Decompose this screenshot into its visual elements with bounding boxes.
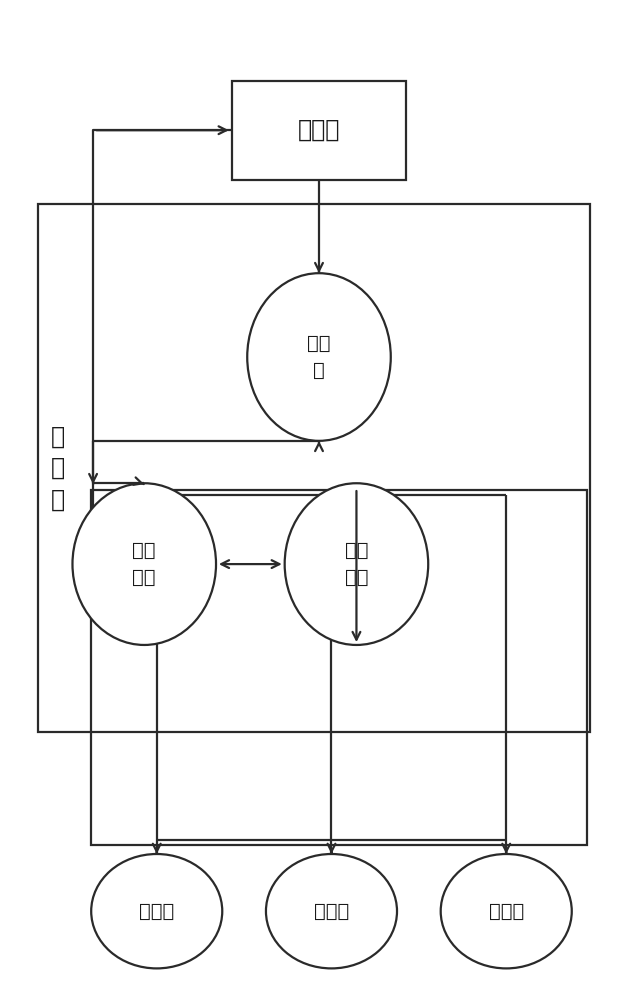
Text: 外设
平台: 外设 平台 (345, 541, 368, 587)
Text: 客
户
端: 客 户 端 (51, 424, 65, 512)
Ellipse shape (285, 483, 428, 645)
Bar (38, 204, 591, 732)
Text: 指纹仪: 指纹仪 (489, 902, 524, 921)
Text: 服务器: 服务器 (298, 118, 340, 142)
Bar (232, 81, 406, 180)
Bar (91, 490, 588, 845)
Ellipse shape (266, 854, 397, 968)
Text: 发卡器: 发卡器 (139, 902, 174, 921)
Ellipse shape (73, 483, 216, 645)
Ellipse shape (441, 854, 572, 968)
Text: 通讯
服务: 通讯 服务 (133, 541, 156, 587)
Text: 摄像头: 摄像头 (314, 902, 349, 921)
Text: 浏览
器: 浏览 器 (308, 334, 330, 380)
Ellipse shape (248, 273, 390, 441)
Ellipse shape (91, 854, 222, 968)
